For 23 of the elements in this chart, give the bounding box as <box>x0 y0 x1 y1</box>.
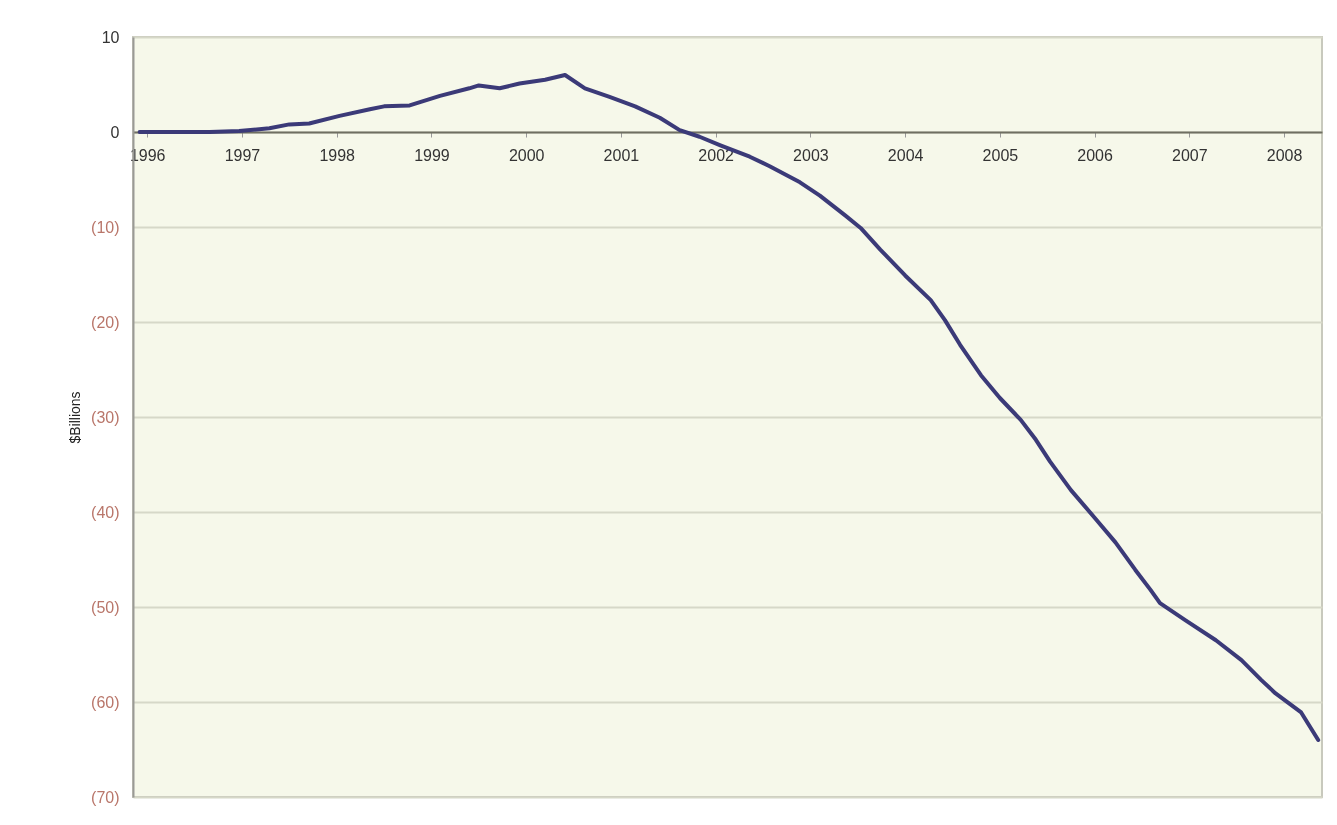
x-tick-label: 1996 <box>129 146 166 164</box>
y-tick-label: (50) <box>91 598 120 616</box>
x-tick-label: 2008 <box>1266 146 1303 164</box>
x-tick-label: 2003 <box>793 146 829 164</box>
y-tick-label: 10 <box>101 28 120 46</box>
y-tick-label: (40) <box>91 503 120 521</box>
y-axis-title: $Billions <box>67 391 84 444</box>
x-tick-label: 2002 <box>698 146 735 164</box>
y-tick-label: (30) <box>91 408 120 426</box>
y-tick-label: (20) <box>91 313 120 331</box>
x-tick-label: 2006 <box>1077 146 1114 164</box>
x-tick-label: 2004 <box>887 146 924 164</box>
x-tick-label: 2001 <box>603 146 640 164</box>
x-tick-label: 2005 <box>982 146 1019 164</box>
x-tick-label: 2000 <box>508 146 545 164</box>
x-tick-label: 1999 <box>414 146 450 164</box>
y-tick-label: 0 <box>110 123 120 141</box>
y-tick-label: (60) <box>91 693 120 711</box>
x-tick-label: 1998 <box>319 146 356 164</box>
x-tick-label: 2007 <box>1172 146 1208 164</box>
y-tick-label: (10) <box>91 218 120 236</box>
y-tick-label: (70) <box>91 788 120 806</box>
x-tick-label: 1997 <box>224 146 261 164</box>
